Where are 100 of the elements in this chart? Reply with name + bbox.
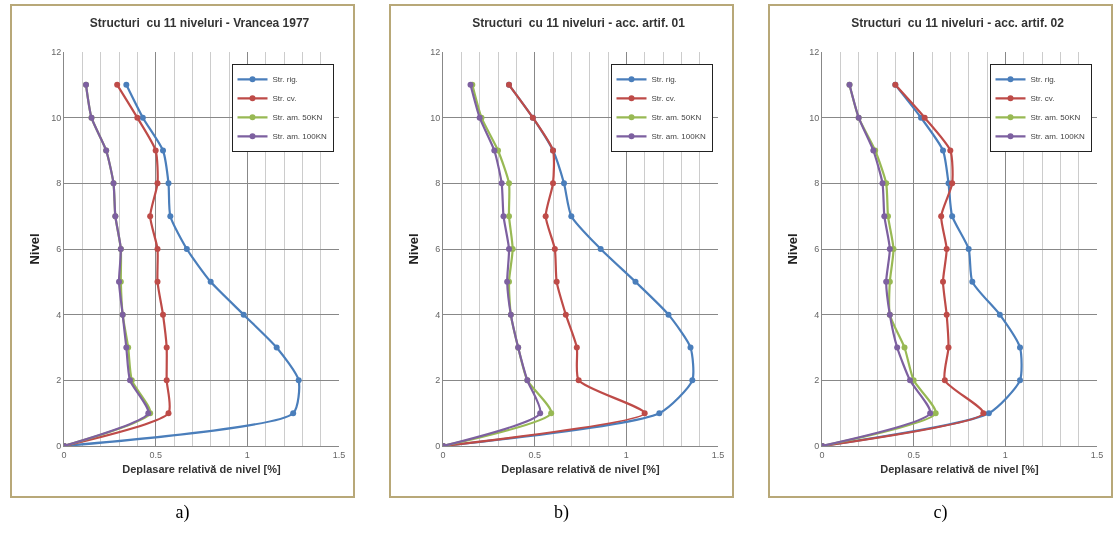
legend-label: Str. am. 100KN [1030,132,1085,142]
point [154,278,161,285]
x-tick-label: 1 [244,449,250,460]
point [1017,377,1023,384]
point [139,114,146,121]
point [295,377,302,384]
point [965,246,972,252]
point [152,147,159,154]
point [165,410,172,417]
legend-label: Str. rig. [272,75,298,85]
point [498,180,505,187]
y-tick-label: 2 [56,375,62,386]
point [656,410,663,417]
point [165,180,172,187]
y-tick-label: 6 [814,244,820,255]
legend-label: Str. am. 50KN [1030,113,1081,123]
point [114,81,121,88]
point [1017,344,1023,351]
y-tick-label: 0 [56,441,62,452]
point [985,410,992,417]
text: c) [932,502,949,523]
point [980,410,987,417]
x-tick-label: 0.5 [907,449,920,460]
point [506,180,512,187]
x-tick-label: 0.5 [528,449,541,460]
point [506,246,512,252]
point [160,147,166,154]
x-tick-label: 1.5 [711,449,725,460]
y-tick-label: 2 [814,375,820,386]
point [938,213,945,220]
x-tick-label: 1.5 [1090,449,1104,460]
point [134,114,141,121]
legend-label: Str. am. 50KN [272,113,323,123]
point [537,410,544,417]
y-tick-label: 10 [809,112,820,123]
legend-label: Str. am. 100KN [272,132,327,142]
point [290,410,297,417]
legend-label: Str. cv. [272,94,297,104]
legend-label: Str. am. 50KN [651,113,702,123]
y-tick-label: 0 [814,441,820,452]
legend-label: Str. rig. [651,75,677,85]
y-tick-label: 6 [56,244,62,255]
x-axis-title: Deplasare relativă de nivel [%] [122,463,282,475]
y-tick-label: 8 [56,178,62,189]
point [881,213,888,220]
point [154,246,161,252]
point [240,311,247,318]
point [996,311,1003,318]
point [550,180,556,187]
point [947,147,954,154]
point [273,344,280,351]
x-tick-label: 0.5 [149,449,162,460]
point [665,311,672,318]
y-axis-title: Nivel [27,233,43,265]
point [491,147,498,154]
point [163,344,170,351]
x-tick-label: 1 [623,449,629,460]
point [575,377,582,384]
y-tick-label: 8 [435,178,441,189]
chart-title: Structuri cu 11 niveluri - acc. artif. 02 [851,15,1065,30]
legend-label: Str. rig. [1030,75,1056,85]
point [907,377,913,384]
legend-label: Str. cv. [651,94,676,104]
legend-label: Str. am. 100KN [651,132,706,142]
point [500,213,507,220]
y-axis-title: Nivel [406,233,422,265]
point [167,213,174,220]
point [542,213,549,220]
point [147,213,154,220]
y-tick-label: 8 [814,178,820,189]
y-tick-label: 4 [435,309,441,320]
point [160,311,166,318]
y-tick-label: 2 [435,375,441,386]
point [940,278,946,285]
y-tick-label: 10 [51,112,62,123]
chart-title: Structuri cu 11 niveluri - Vrancea 1977 [89,15,310,30]
point [949,180,956,187]
point [969,278,976,285]
point [689,377,696,384]
point [568,213,575,220]
y-axis-title: Nivel [785,233,801,265]
y-tick-label: 6 [435,244,441,255]
text: b) [553,502,570,523]
x-tick-label: 1.5 [332,449,346,460]
point [183,246,190,252]
point [154,180,161,187]
point [163,377,170,384]
point [921,114,928,121]
point [561,180,567,187]
x-axis-title: Deplasare relativă de nivel [%] [501,463,661,475]
point [687,344,694,351]
y-tick-label: 10 [430,112,441,123]
point [641,410,648,417]
point [632,278,639,285]
point [551,246,558,252]
chart-title: Structuri cu 11 niveluri - acc. artif. 01 [472,15,686,30]
text: a) [174,502,191,523]
y-tick-label: 12 [430,47,441,58]
point [932,410,939,417]
legend-label: Str. cv. [1030,94,1055,104]
